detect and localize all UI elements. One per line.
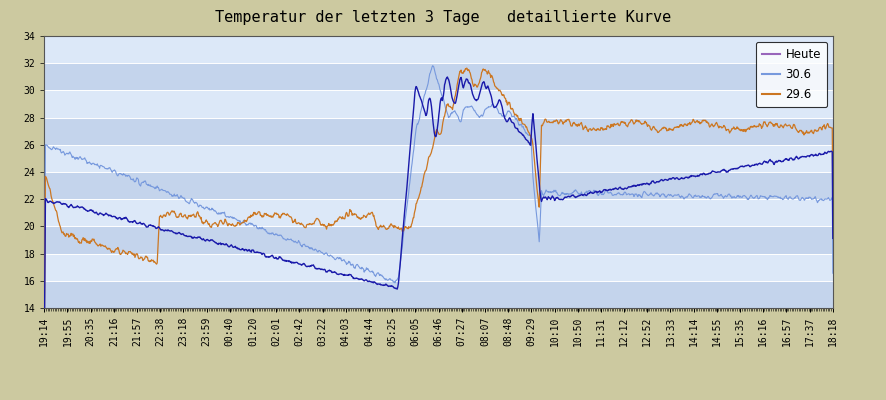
Bar bbox=[44, 36, 833, 63]
Bar bbox=[44, 145, 833, 172]
Bar bbox=[44, 199, 833, 226]
Text: Temperatur der letzten 3 Tage   detaillierte Kurve: Temperatur der letzten 3 Tage detaillier… bbox=[215, 10, 671, 25]
Bar bbox=[44, 254, 833, 281]
Legend: Heute, 30.6, 29.6: Heute, 30.6, 29.6 bbox=[756, 42, 827, 107]
Bar bbox=[44, 172, 833, 199]
Bar bbox=[44, 63, 833, 90]
Bar bbox=[44, 281, 833, 308]
Bar bbox=[44, 90, 833, 118]
Bar bbox=[44, 226, 833, 254]
Bar bbox=[44, 118, 833, 145]
